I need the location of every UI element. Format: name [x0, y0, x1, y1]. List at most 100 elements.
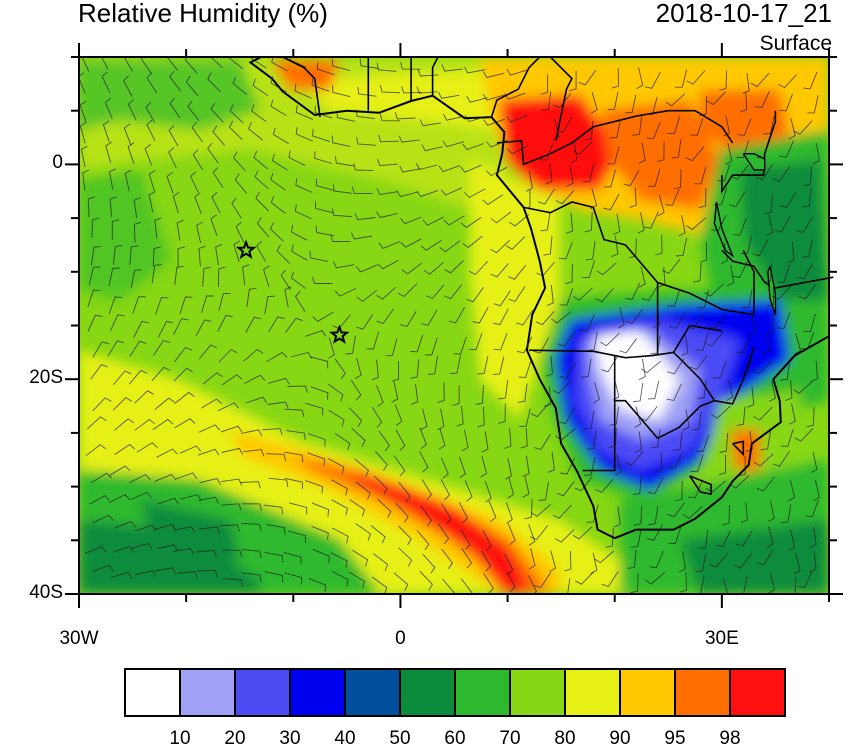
- wind-barb: [221, 374, 243, 386]
- wind-barb: [355, 481, 371, 500]
- wind-barb: [398, 482, 411, 503]
- wind-barb: [461, 547, 473, 569]
- wind-barb: [134, 524, 157, 532]
- wind-barb: [698, 529, 709, 550]
- wind-barb: [634, 431, 642, 453]
- wind-barb: [191, 121, 203, 143]
- wind-barb: [460, 578, 473, 594]
- wind-barb: [462, 143, 484, 151]
- site-markers: [235, 239, 350, 344]
- wind-barb: [636, 67, 644, 89]
- wind-barb: [774, 215, 791, 233]
- wind-barb: [704, 332, 724, 347]
- wind-barb: [102, 120, 110, 142]
- wind-barb: [647, 380, 660, 400]
- wind-barb: [198, 526, 221, 534]
- wind-barb: [572, 287, 593, 301]
- wind-barb: [735, 336, 751, 354]
- wind-barb: [285, 317, 303, 333]
- wind-barb: [395, 502, 409, 523]
- wind-barb: [305, 480, 323, 494]
- wind-barb: [400, 310, 417, 328]
- wind-barb: [505, 458, 513, 480]
- wind-barb: [174, 346, 193, 363]
- wind-barb: [613, 506, 621, 528]
- wind-barb: [675, 237, 688, 257]
- wind-barb: [130, 269, 142, 289]
- wind-barb: [693, 575, 705, 594]
- wind-barb: [541, 91, 552, 111]
- wind-barb: [129, 245, 139, 265]
- wind-barb: [112, 545, 135, 553]
- wind-barb: [373, 553, 389, 572]
- wind-barb: [768, 572, 776, 594]
- wind-barb: [740, 235, 753, 254]
- wind-barb: [793, 380, 813, 394]
- wind-barb: [742, 72, 750, 94]
- wind-barb: [723, 115, 731, 137]
- wind-barb: [228, 120, 243, 141]
- wind-barb: [539, 143, 554, 161]
- colorbar: [124, 668, 786, 717]
- wind-barb: [704, 283, 724, 297]
- wind-barb: [488, 500, 497, 523]
- wind-barb: [312, 128, 330, 143]
- wind-barb: [87, 289, 101, 308]
- wind-barb: [295, 105, 313, 120]
- wind-barb: [764, 194, 773, 215]
- wind-barb: [794, 333, 801, 355]
- wind-barb: [376, 158, 398, 166]
- wind-barb: [127, 142, 135, 164]
- wind-barb: [673, 431, 683, 451]
- wind-barb: [715, 530, 732, 547]
- wind-barb: [393, 572, 409, 592]
- wind-barb: [107, 340, 125, 357]
- colorbar-swatch: [564, 668, 621, 717]
- wind-barb: [519, 408, 531, 427]
- wind-barb: [179, 445, 202, 454]
- wind-barb: [133, 221, 142, 243]
- wind-barb: [565, 263, 573, 285]
- wind-barb: [424, 337, 438, 356]
- wind-barb: [252, 78, 269, 97]
- wind-barb: [207, 142, 219, 164]
- wind-barb: [422, 553, 436, 574]
- wind-barb: [609, 406, 620, 426]
- wind-barb: [686, 313, 705, 330]
- wind-barb: [264, 295, 275, 315]
- wind-barb: [794, 427, 814, 442]
- wind-barb: [331, 135, 351, 147]
- wind-barb: [354, 458, 370, 477]
- wind-barb: [718, 454, 727, 476]
- wind-barb: [336, 110, 356, 122]
- wind-barb: [555, 189, 575, 205]
- wind-barb: [113, 370, 132, 386]
- wind-barb: [721, 242, 729, 265]
- wind-barb: [460, 164, 482, 173]
- wind-barb: [534, 572, 552, 589]
- wind-barb: [308, 433, 326, 447]
- wind-barb: [476, 355, 489, 375]
- wind-barb: [564, 550, 572, 572]
- wind-barb: [398, 547, 413, 567]
- wind-barb: [156, 544, 178, 552]
- wind-barb: [688, 481, 703, 499]
- wind-barb: [662, 258, 681, 274]
- wind-barb: [595, 478, 614, 493]
- wind-barb: [218, 348, 238, 363]
- wind-barb: [776, 264, 790, 283]
- wind-barb: [516, 336, 533, 354]
- wind-barb: [538, 481, 549, 501]
- wind-barb: [725, 143, 733, 165]
- wind-barb: [332, 85, 351, 98]
- wind-barb: [482, 529, 492, 552]
- country-border: [496, 109, 734, 166]
- wind-barb: [124, 169, 132, 192]
- wind-barb: [787, 242, 795, 264]
- wind-barb: [354, 357, 362, 379]
- wind-barb: [371, 576, 388, 594]
- country-border: [721, 249, 834, 289]
- wind-barb: [667, 288, 681, 307]
- wind-barb: [330, 234, 351, 242]
